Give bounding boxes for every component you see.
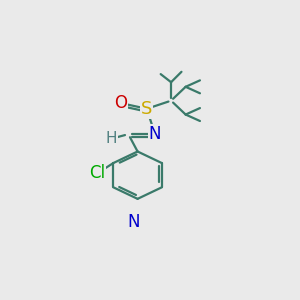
Text: S: S xyxy=(141,100,152,118)
Text: H: H xyxy=(105,131,117,146)
Text: O: O xyxy=(114,94,127,112)
Text: Cl: Cl xyxy=(89,164,105,182)
Text: N: N xyxy=(128,213,140,231)
Text: N: N xyxy=(149,125,161,143)
